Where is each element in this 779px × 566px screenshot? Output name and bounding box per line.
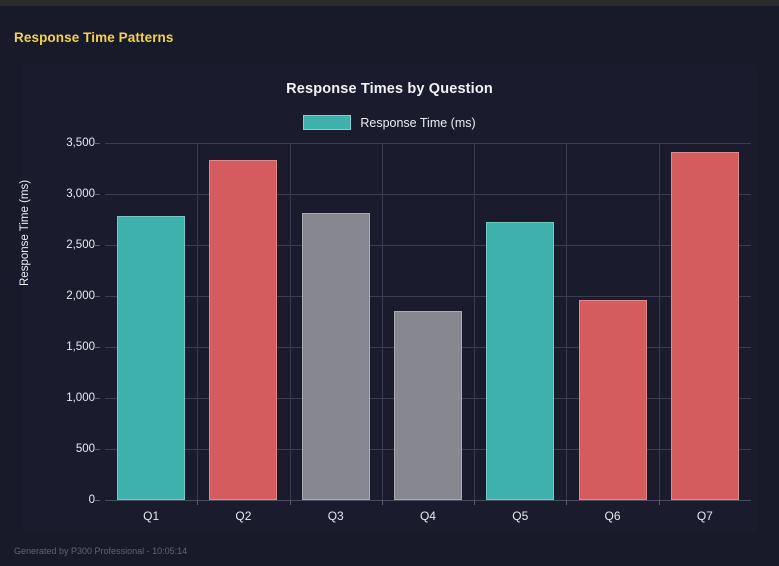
- y-axis-tick-label: 0: [88, 494, 95, 506]
- bar-q6[interactable]: [578, 300, 647, 500]
- x-axis-tick-mark: [290, 500, 291, 505]
- footer-text: Generated by P300 Professional - 10:05:1…: [14, 546, 188, 556]
- x-axis-tick-label-q5: Q5: [512, 509, 529, 523]
- y-axis-tick-mark: [95, 194, 100, 195]
- y-axis-tick-mark: [95, 296, 100, 297]
- bar-q3[interactable]: [301, 213, 370, 500]
- y-axis-tick-label: 1,500: [66, 341, 95, 353]
- x-axis-tick-mark: [197, 500, 198, 505]
- gridline-vertical: [382, 143, 383, 500]
- gridline-vertical: [197, 143, 198, 500]
- x-axis-tick-label-q2: Q2: [235, 509, 252, 523]
- x-axis-tick-label-q4: Q4: [419, 509, 436, 523]
- gridline-horizontal: [105, 245, 751, 246]
- y-axis-tick-mark: [95, 245, 100, 246]
- x-axis-tick-label-q7: Q7: [696, 509, 713, 523]
- chart-legend[interactable]: Response Time (ms): [22, 115, 757, 130]
- y-axis-tick-mark: [95, 347, 100, 348]
- gridline-vertical: [659, 143, 660, 500]
- page-title: Response Time Patterns: [14, 30, 174, 45]
- y-axis-tick-label: 3,000: [66, 188, 95, 200]
- bar-q7[interactable]: [670, 152, 739, 500]
- legend-swatch-response-time: [303, 115, 352, 130]
- bar-q1[interactable]: [117, 216, 186, 500]
- y-axis-tick-label: 3,500: [66, 137, 95, 149]
- y-axis-tick-mark: [95, 143, 100, 144]
- y-axis-tick-label: 500: [75, 443, 95, 455]
- bar-q5[interactable]: [486, 222, 555, 500]
- bar-q2[interactable]: [209, 160, 278, 500]
- gridline-horizontal: [105, 296, 751, 297]
- y-axis-tick-label: 2,000: [66, 290, 95, 302]
- y-axis-tick-labels: 0 500 1,000 1,500 2,000 2,500 3,000 3,500: [37, 137, 100, 506]
- x-axis-tick-label-q1: Q1: [143, 509, 160, 523]
- x-axis-tick-mark: [659, 500, 660, 505]
- y-axis-tick-mark: [95, 449, 100, 450]
- x-axis-tick-label-q3: Q3: [327, 509, 344, 523]
- x-axis-tick-mark: [566, 500, 567, 505]
- window-top-strip: [0, 0, 779, 6]
- gridline-vertical: [566, 143, 567, 500]
- bar-q4[interactable]: [394, 310, 462, 500]
- legend-label-response-time: Response Time (ms): [360, 115, 476, 130]
- chart-panel: Response Times by Question Response Time…: [19, 64, 757, 532]
- x-axis-tick-mark: [474, 500, 475, 505]
- y-axis-tick-mark: [95, 500, 100, 501]
- x-axis-line: [105, 500, 751, 501]
- gridline-vertical: [290, 143, 291, 500]
- gridline-horizontal: [105, 194, 751, 195]
- gridline-vertical: [474, 143, 475, 500]
- x-axis-tick-mark: [382, 500, 383, 505]
- y-axis-label: Response Time (ms): [19, 179, 31, 286]
- y-axis-tick-mark: [95, 398, 100, 399]
- y-axis-tick-label: 1,000: [66, 392, 95, 404]
- chart-title: Response Times by Question: [286, 81, 493, 97]
- gridline-horizontal: [105, 143, 751, 144]
- plot-area: Q1 Q2 Q3 Q4 Q5 Q6 Q7: [105, 143, 751, 523]
- y-axis-tick-label: 2,500: [66, 239, 95, 251]
- x-axis-tick-label-q6: Q6: [604, 509, 621, 523]
